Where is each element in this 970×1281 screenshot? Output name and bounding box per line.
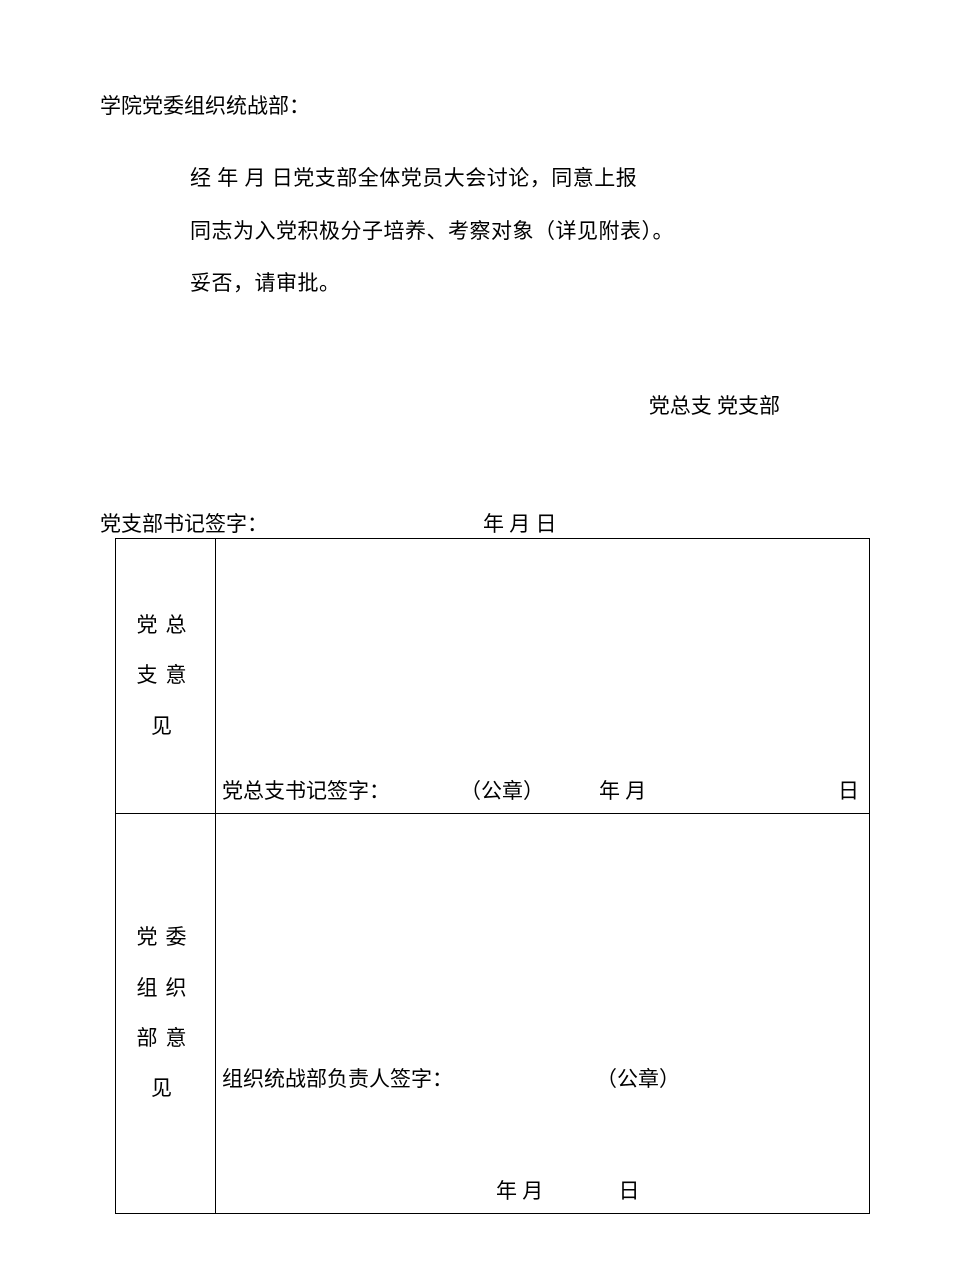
table-row: 党委组织部意见 组织统战部负责人签字： （公章） 年 月 日 <box>116 813 870 1213</box>
row2-seal: （公章） <box>596 1063 680 1093</box>
row2-date: 年 月 日 <box>496 1175 640 1205</box>
row1-label-cell: 党总支意见 <box>116 538 216 813</box>
body-line-1: 经 年 月 日党支部全体党员大会讨论，同意上报 <box>190 152 860 205</box>
branch-secretary-date: 年 月 日 <box>483 508 557 538</box>
branch-secretary-sign-label: 党支部书记签字： <box>100 508 268 538</box>
row2-label: 党委组织部意见 <box>137 925 195 1100</box>
row2-date-ym: 年 月 <box>496 1179 543 1203</box>
approval-table-wrap: 党总支意见 党总支书记签字： （公章） 年 月 日 党委组织部意见 组织统战部负… <box>0 538 970 1214</box>
row1-sign-label: 党总支书记签字： <box>222 775 390 805</box>
row1-date-ym: 年 月 <box>599 775 646 805</box>
row2-date-d: 日 <box>619 1179 640 1203</box>
row2-label-cell: 党委组织部意见 <box>116 813 216 1213</box>
row1-seal: （公章） <box>460 775 544 805</box>
branch-secretary-sign-line: 党支部书记签字： 年 月 日 <box>100 508 870 538</box>
row2-sign-label: 组织统战部负责人签字： <box>222 1063 453 1093</box>
row1-label: 党总支意见 <box>137 613 195 738</box>
org-signature: 党总支 党支部 <box>100 390 870 420</box>
recipient-line: 学院党委组织统战部： <box>100 90 870 120</box>
table-row: 党总支意见 党总支书记签字： （公章） 年 月 日 <box>116 538 870 813</box>
row1-content-cell: 党总支书记签字： （公章） 年 月 日 <box>216 538 870 813</box>
row1-date-d: 日 <box>838 775 859 805</box>
body-text: 经 年 月 日党支部全体党员大会讨论，同意上报 同志为入党积极分子培养、考察对象… <box>100 152 870 310</box>
body-line-2: 同志为入党积极分子培养、考察对象（详见附表）。 <box>190 205 860 258</box>
row2-content-cell: 组织统战部负责人签字： （公章） 年 月 日 <box>216 813 870 1213</box>
approval-table: 党总支意见 党总支书记签字： （公章） 年 月 日 党委组织部意见 组织统战部负… <box>115 538 870 1214</box>
body-line-3: 妥否，请审批。 <box>190 257 860 310</box>
